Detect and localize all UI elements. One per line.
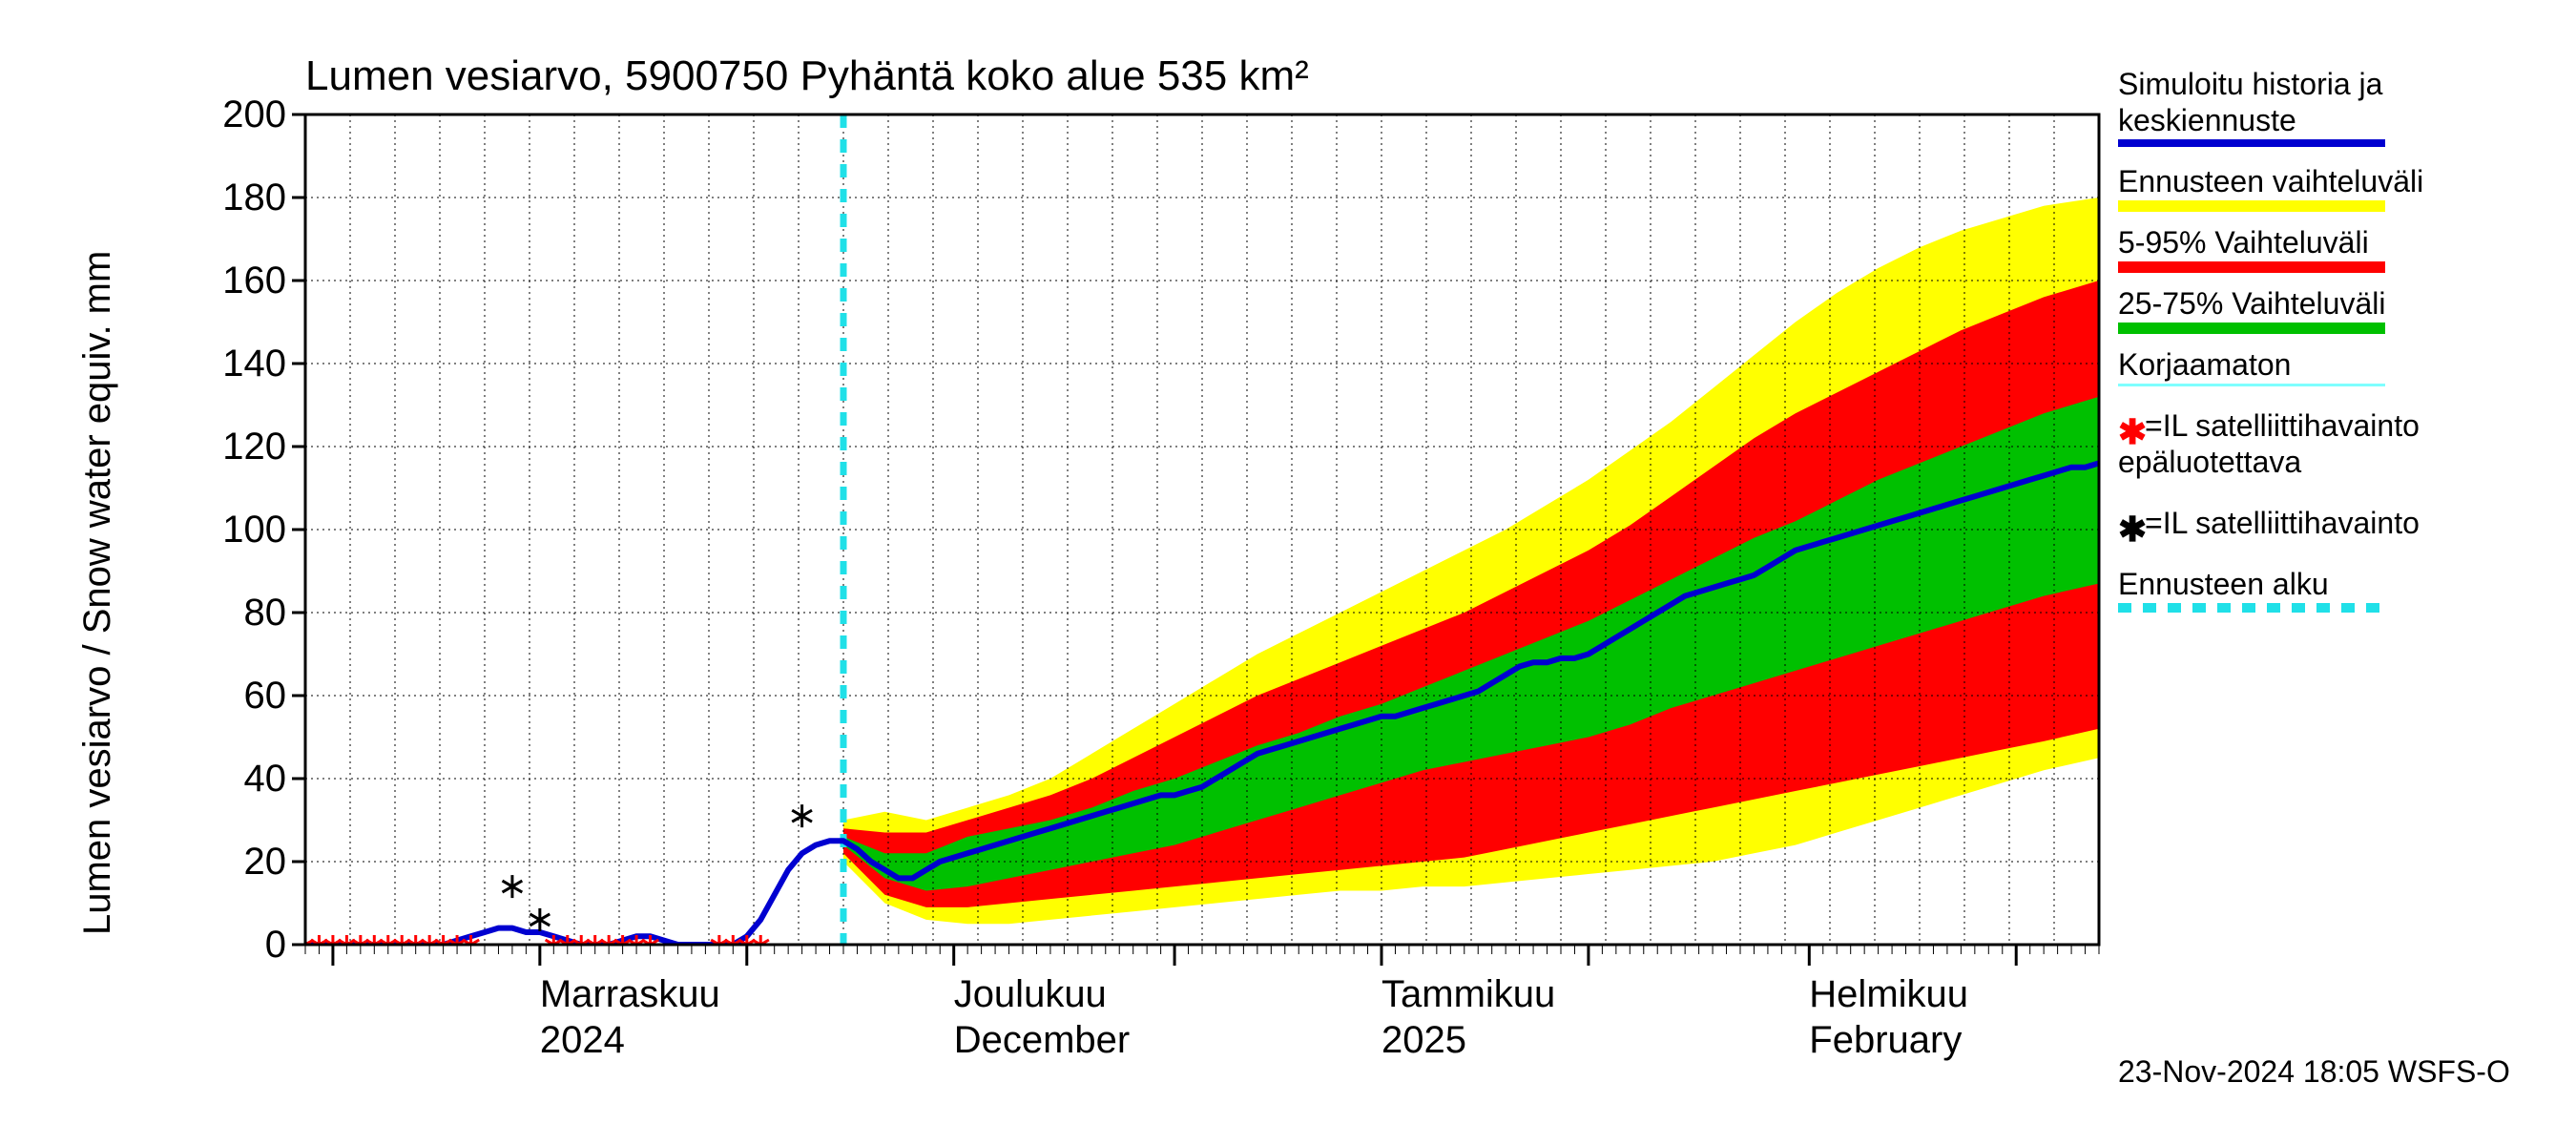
legend-label: keskiennuste: [2118, 103, 2296, 138]
star-marker: [503, 875, 523, 898]
star-marker: [792, 804, 812, 827]
legend-swatch: [2118, 139, 2385, 147]
legend-swatch: [2118, 603, 2385, 613]
legend-label: 25-75% Vaihteluväli: [2118, 286, 2385, 322]
legend-label: =IL satelliittihavainto: [2145, 408, 2420, 444]
legend-label: 5-95% Vaihteluväli: [2118, 225, 2369, 260]
legend-swatch: [2118, 384, 2385, 386]
black-star-icon: ✱: [2118, 510, 2147, 550]
red-star-icon: ✱: [2118, 412, 2147, 452]
legend-swatch: [2118, 261, 2385, 273]
legend-swatch: [2118, 323, 2385, 334]
star-marker: [530, 908, 550, 931]
legend-swatch: [2118, 200, 2385, 212]
legend-label: Ennusteen vaihteluväli: [2118, 164, 2423, 199]
legend-label: Korjaamaton: [2118, 347, 2291, 383]
timestamp-label: 23-Nov-2024 18:05 WSFS-O: [2118, 1054, 2510, 1090]
legend-label: =IL satelliittihavainto: [2145, 506, 2420, 541]
chart-container: Lumen vesiarvo, 5900750 Pyhäntä koko alu…: [0, 0, 2576, 1145]
legend-label: Ennusteen alku: [2118, 567, 2329, 602]
legend-label: Simuloitu historia ja: [2118, 67, 2382, 102]
